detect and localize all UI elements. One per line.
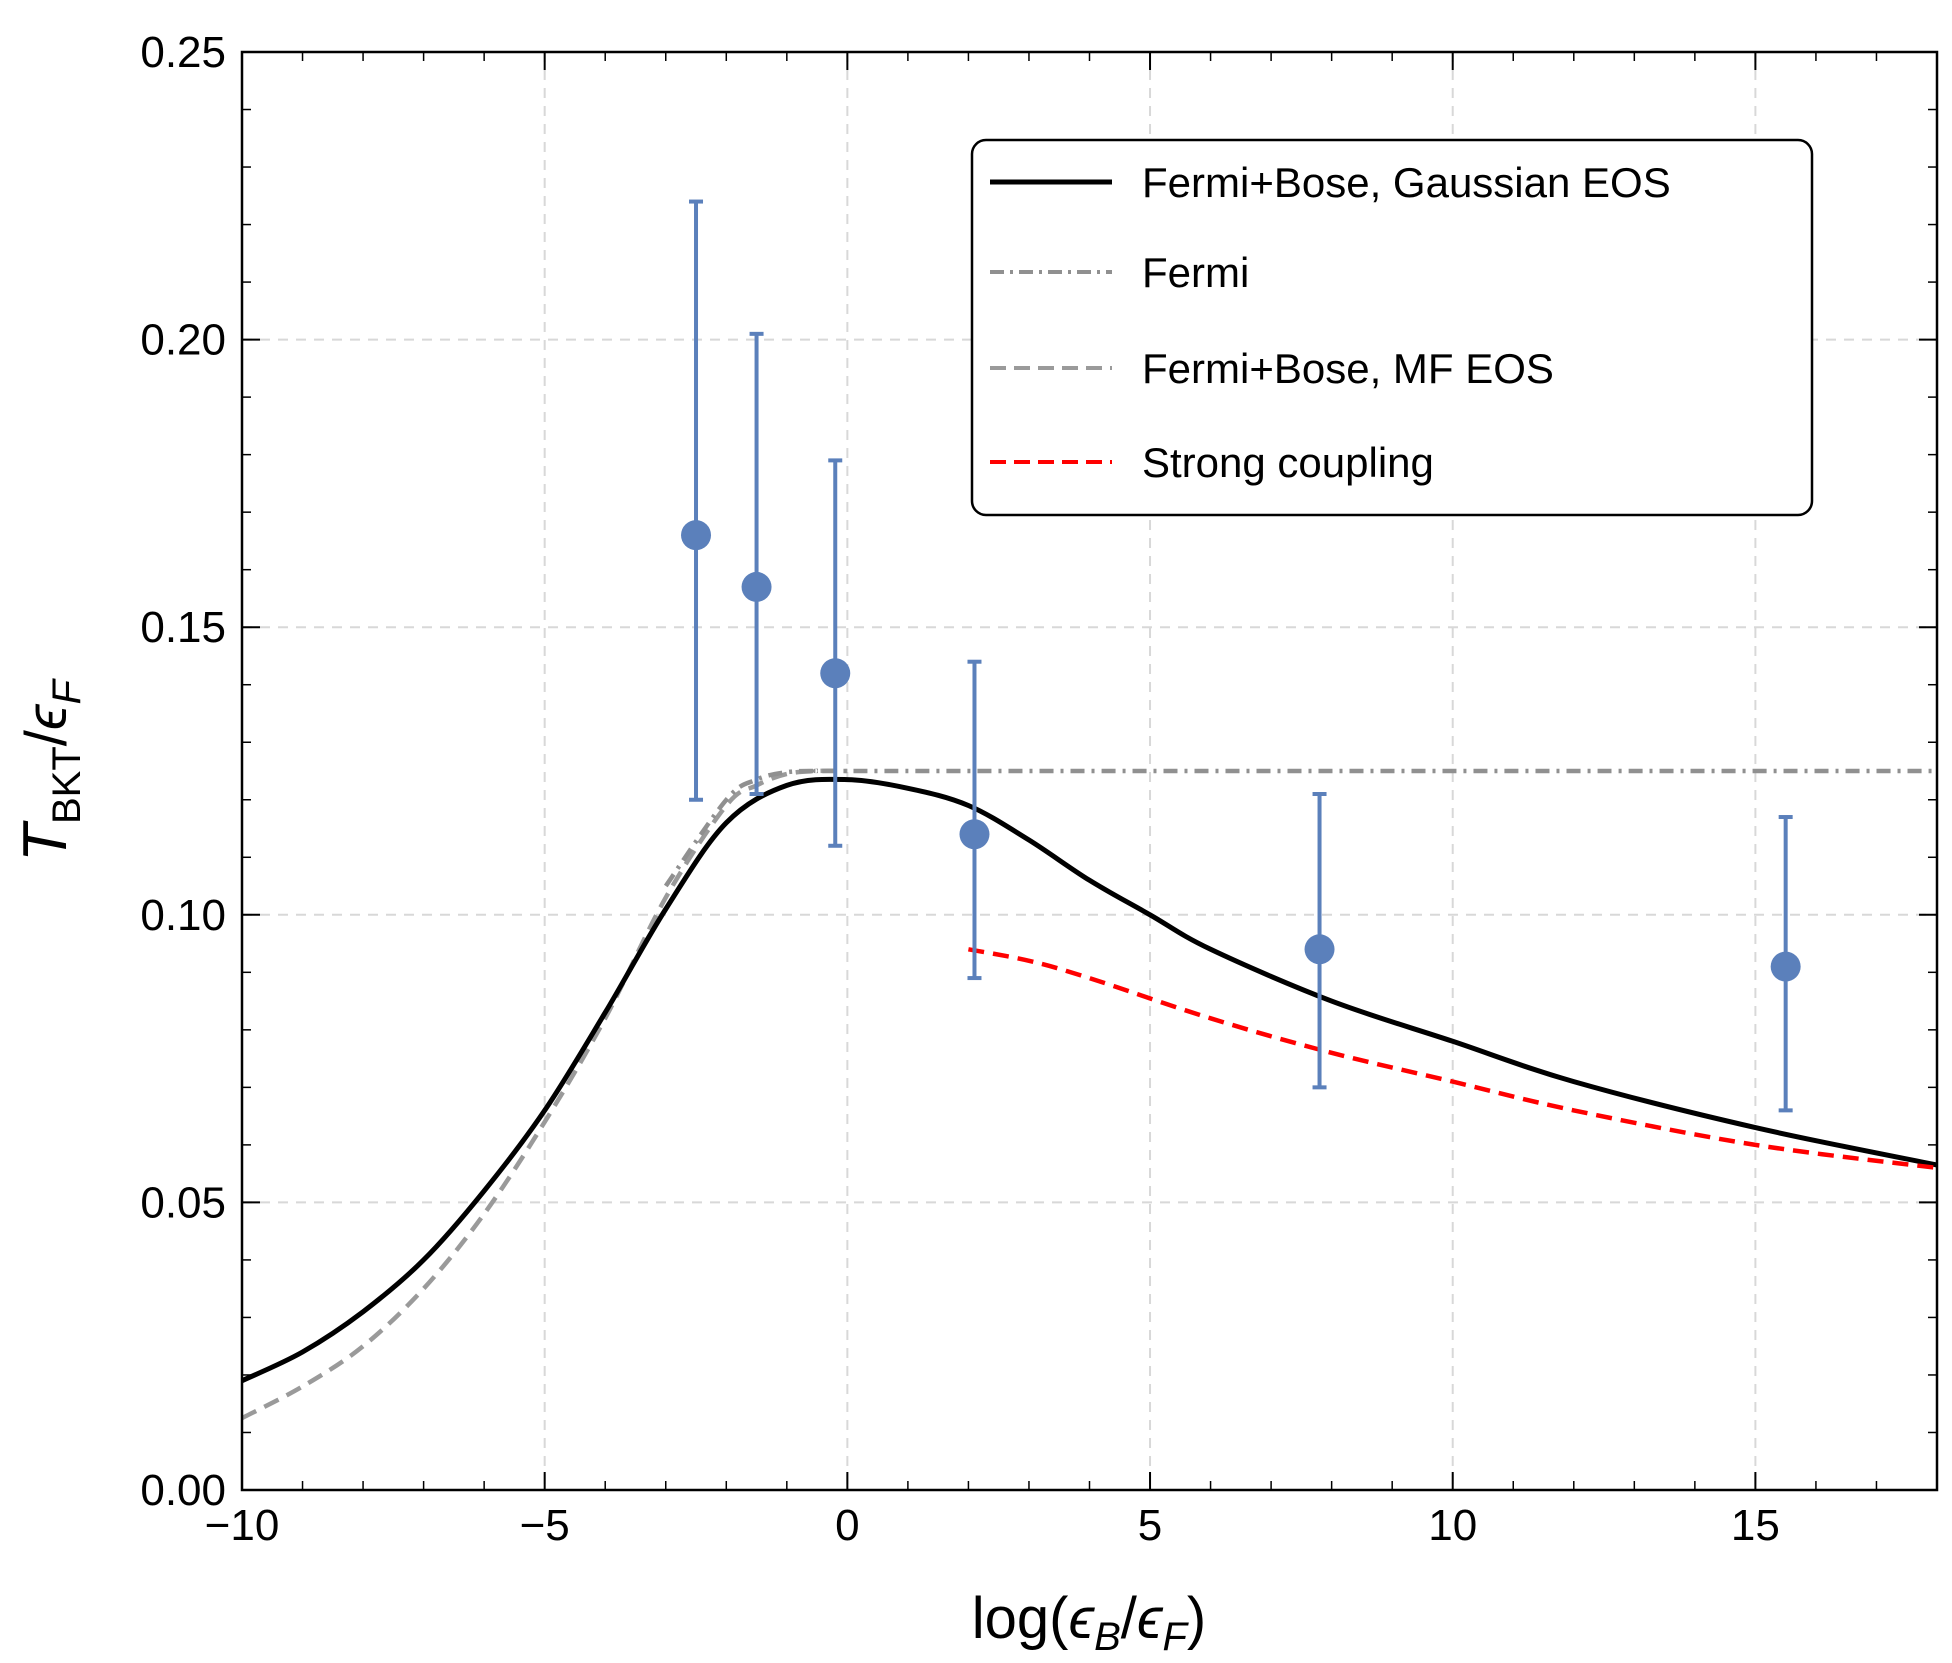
data-point [741,571,772,602]
legend-label-mf: Fermi+Bose, MF EOS [1142,345,1554,392]
y-tick-label: 0.15 [140,603,226,652]
series-line-strong-coupling [967,947,1938,1171]
x-tick-label: 15 [1731,1501,1780,1550]
data-point [1770,951,1801,982]
data-point [959,819,990,850]
points-layer [681,199,1801,1113]
tick-labels: −10 −5 0 5 10 15 0.00 0.05 0.10 0.15 0.20 0.25 [140,28,1780,1550]
data-point [820,658,851,689]
y-axis-label-T: T [11,820,80,862]
legend-box [970,138,1814,517]
x-axis-label-eps1: ϵ [1068,1586,1095,1651]
y-tick-label: 0.05 [140,1178,226,1227]
x-axis-label: log(ϵB/ϵF) [972,1586,1206,1659]
legend-label-strong: Strong coupling [1142,439,1434,486]
legend-label-gaussian: Fermi+Bose, Gaussian EOS [1142,159,1671,206]
x-axis-label-eps2: ϵ [1137,1586,1164,1651]
series-layer [240,768,1938,1421]
x-tick-label: 10 [1428,1501,1477,1550]
y-axis-label-sub: BKT [45,746,89,824]
y-tick-label: 0.20 [140,316,226,365]
y-tick-label: 0.25 [140,28,226,77]
y-axis-label-eps: ϵ [14,703,79,730]
y-axis-label-slash: / [14,729,79,746]
x-axis-label-base: log( [972,1586,1069,1651]
x-tick-label: −5 [520,1501,570,1550]
x-axis-label-slash: / [1121,1586,1138,1651]
y-tick-label: 0.10 [140,891,226,940]
x-axis-label-sub1: B [1094,1615,1121,1659]
data-point [681,520,712,551]
y-axis-label-eps-sub: F [45,678,89,705]
legend-label-fermi: Fermi [1142,249,1249,296]
plot-frame [240,50,1939,1492]
y-tick-label: 0.00 [140,1466,226,1515]
series-line-fermi-bose-mf-eos [240,768,848,1421]
y-axis-label: TBKT/ϵF [11,678,89,862]
x-tick-label: −10 [205,1501,280,1550]
series-line-fermi-bose-gaussian-eos [240,776,1938,1383]
x-tick-label: 0 [835,1501,859,1550]
legend: Fermi+Bose, Gaussian EOS Fermi Fermi+Bos… [970,138,1814,517]
x-tick-label: 5 [1138,1501,1162,1550]
data-point [1304,934,1335,965]
x-axis-label-close: ) [1187,1586,1206,1651]
series-line-fermi [663,768,1937,888]
x-axis-label-sub2: F [1162,1615,1189,1659]
